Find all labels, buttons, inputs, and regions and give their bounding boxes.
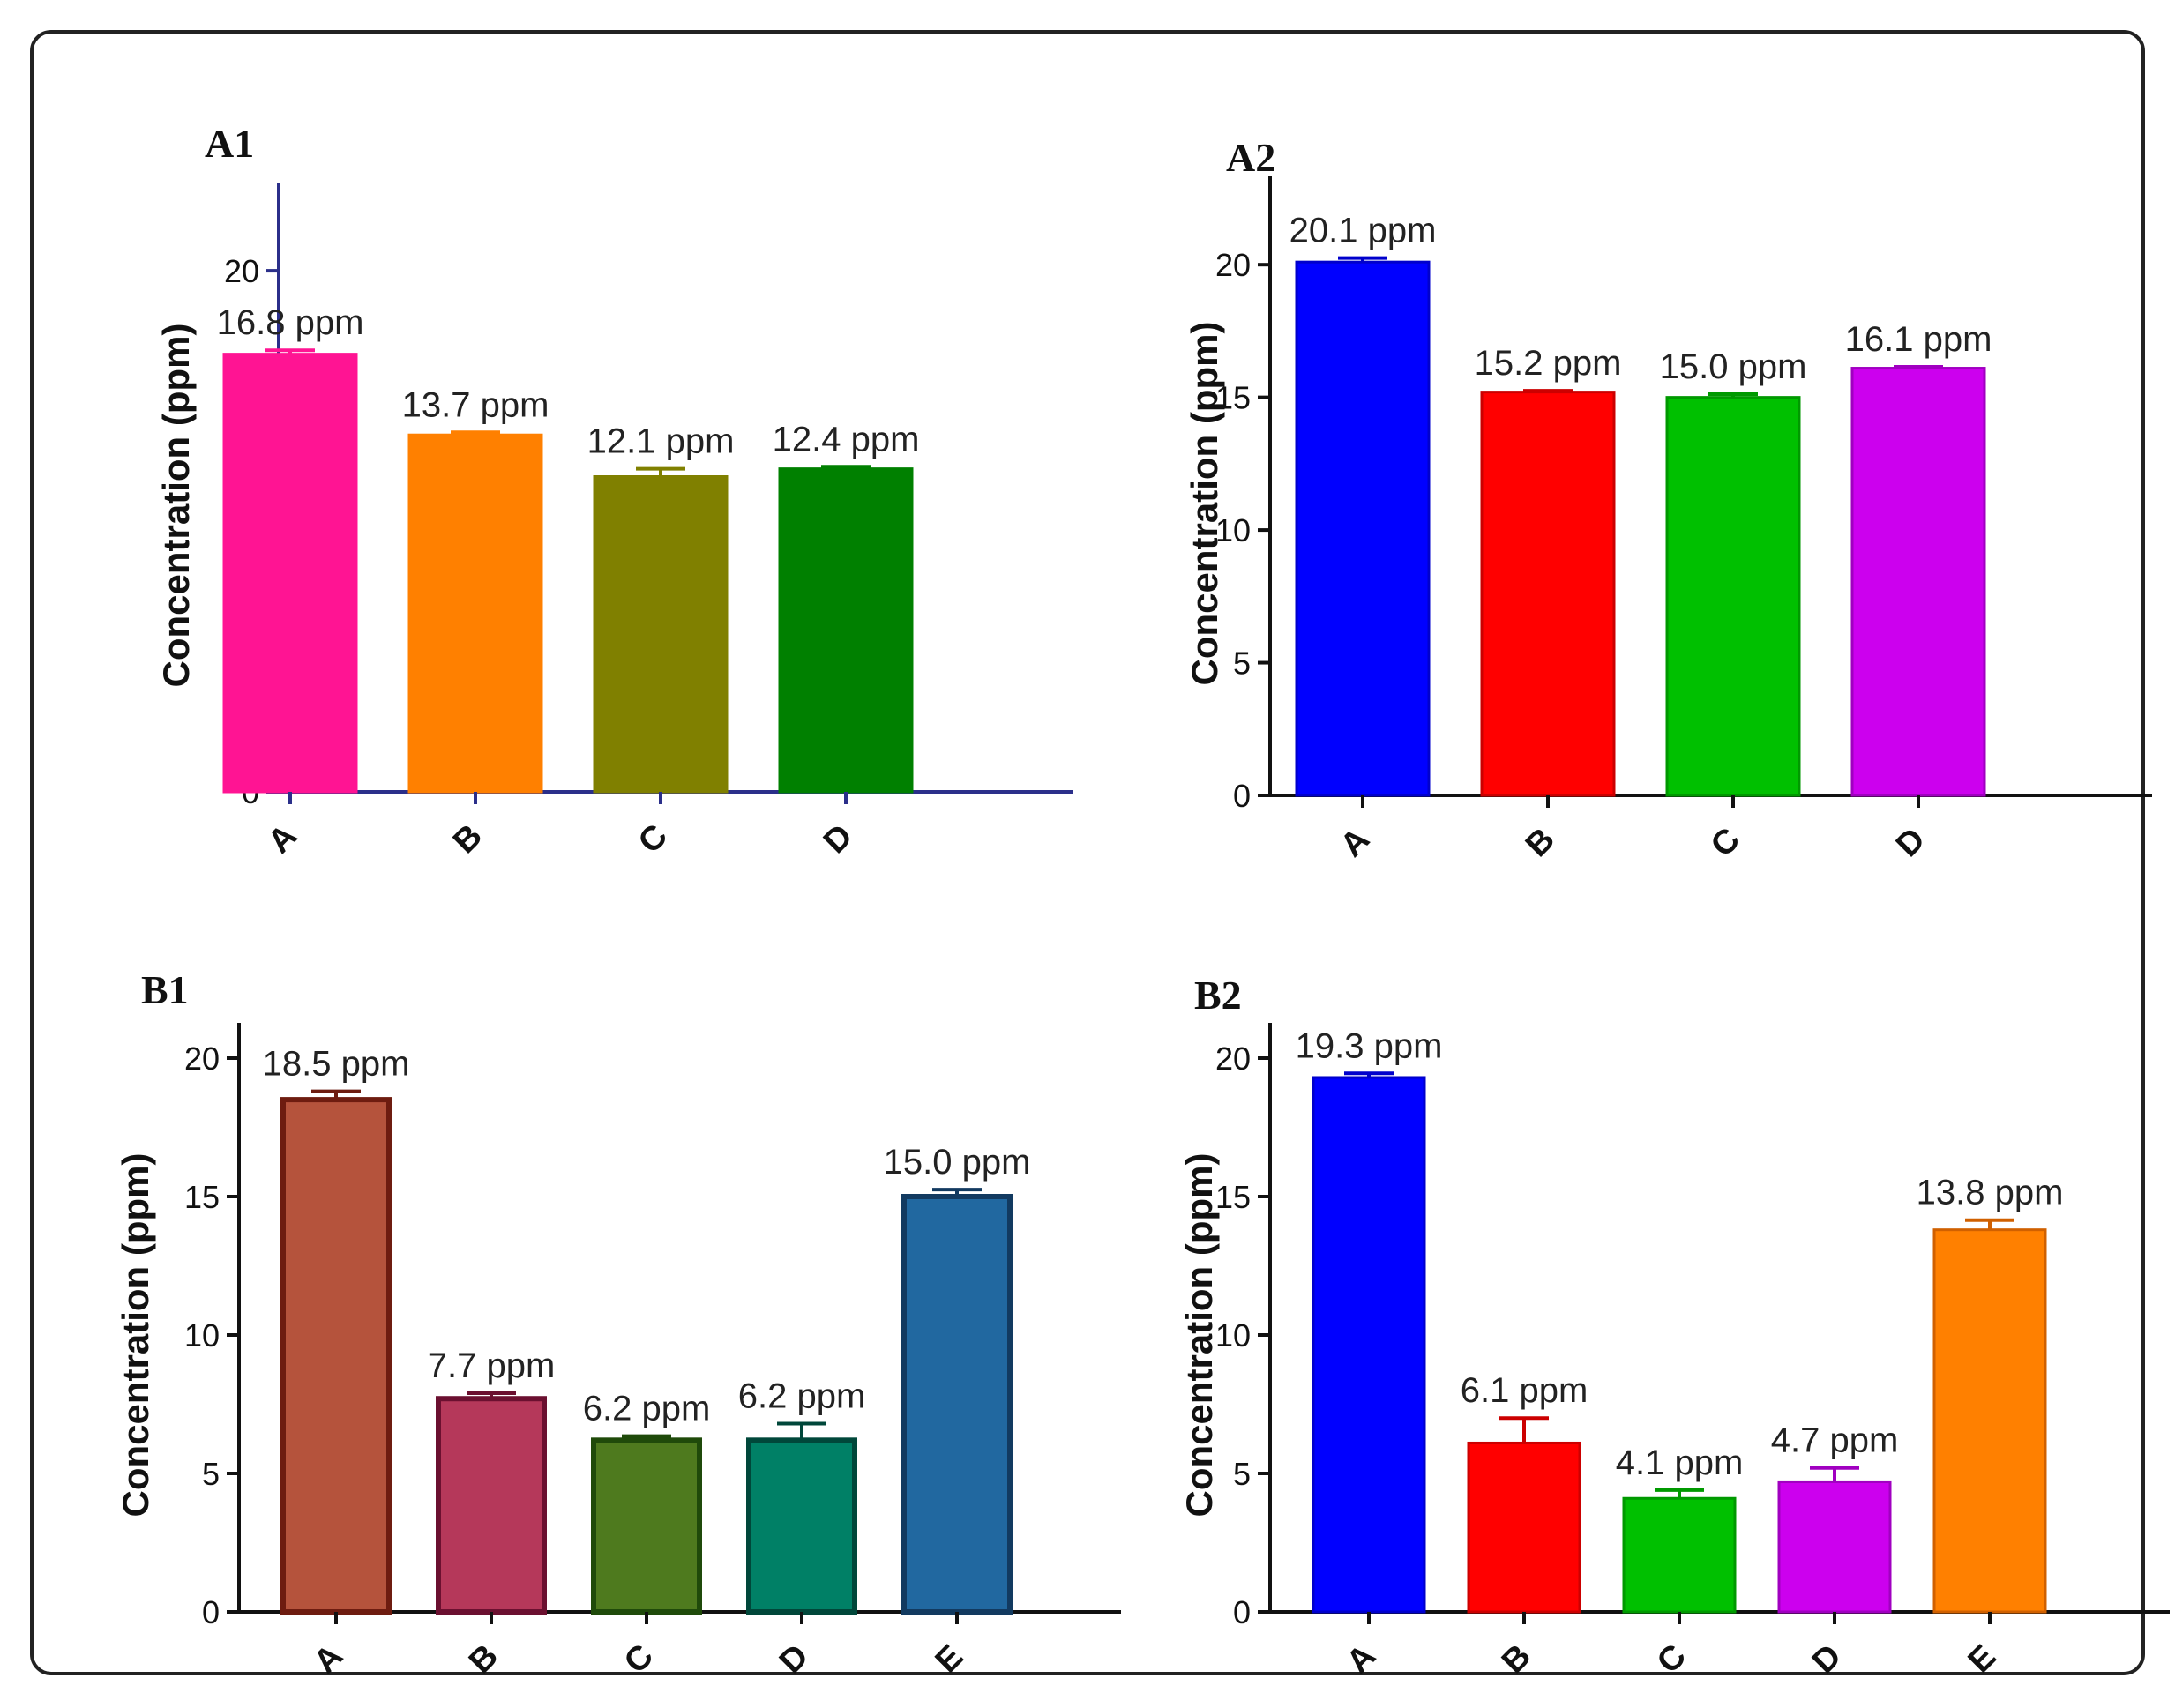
data-label-a1-1: 13.7 ppm	[402, 385, 549, 424]
y-tick-label-b1-2: 10	[184, 1317, 220, 1354]
y-tick-label-b2-4: 20	[1215, 1040, 1251, 1077]
y-tick-label-a2-0: 0	[1233, 778, 1251, 814]
bar-a1-b	[407, 433, 543, 794]
bar-b1-b	[436, 1396, 547, 1615]
data-label-b2-0: 19.3 ppm	[1296, 1026, 1443, 1065]
y-tick-label-b2-1: 5	[1233, 1456, 1251, 1492]
x-tick-label-b2-4: E	[1962, 1638, 2004, 1681]
data-label-b2-2: 4.1 ppm	[1616, 1443, 1744, 1482]
x-tick-label-a2-3: D	[1889, 821, 1932, 864]
panel-label-b1: B1	[141, 967, 189, 1012]
x-tick-label-a2-2: C	[1704, 821, 1747, 864]
x-tick-label-b2-3: D	[1805, 1637, 1849, 1681]
x-tick-label-a2-1: B	[1519, 821, 1562, 864]
y-tick-label-b1-0: 0	[202, 1594, 220, 1630]
y-tick-label-a1-4: 20	[224, 253, 259, 289]
chart-panel-b2: B2 Concentration (ppm) 0 5 10 15 20 19.3 ppm A 6.…	[1178, 973, 2170, 1681]
bar-b2-a	[1312, 1076, 1426, 1614]
data-label-b1-4: 15.0 ppm	[884, 1143, 1031, 1182]
y-tick-label-b2-3: 15	[1215, 1179, 1251, 1215]
x-tick-label-b1-2: C	[617, 1637, 661, 1681]
y-tick-label-b2-0: 0	[1233, 1594, 1251, 1630]
x-tick-label-b1-1: B	[462, 1637, 505, 1681]
x-tick-label-b2-0: A	[1340, 1637, 1383, 1681]
bar-a2-d	[1850, 367, 1986, 797]
data-label-b2-1: 6.1 ppm	[1461, 1371, 1588, 1410]
bar-a2-b	[1480, 391, 1616, 797]
data-label-a2-3: 16.1 ppm	[1845, 320, 1992, 359]
x-tick-label-a1-2: C	[632, 817, 675, 861]
data-label-a2-1: 15.2 ppm	[1475, 344, 1622, 383]
x-tick-label-b1-0: A	[307, 1637, 350, 1681]
panel-label-b2: B2	[1194, 973, 1242, 1018]
y-tick-label-a2-4: 20	[1215, 247, 1251, 283]
bar-b2-d	[1777, 1480, 1892, 1614]
data-label-b2-3: 4.7 ppm	[1771, 1421, 1899, 1460]
x-tick-label-b2-1: B	[1495, 1637, 1538, 1681]
bar-b1-c	[591, 1437, 702, 1615]
x-tick-label-b1-3: D	[773, 1637, 816, 1681]
x-tick-label-a1-0: A	[261, 817, 304, 861]
bar-a1-a	[222, 353, 358, 794]
data-label-a1-0: 16.8 ppm	[217, 303, 364, 342]
bar-b1-e	[901, 1194, 1013, 1615]
data-label-b1-3: 6.2 ppm	[738, 1376, 866, 1415]
data-label-b1-0: 18.5 ppm	[263, 1045, 410, 1084]
x-tick-label-b1-4: E	[929, 1638, 971, 1681]
data-label-b1-1: 7.7 ppm	[428, 1346, 556, 1385]
panel-label-a1: A1	[205, 121, 254, 166]
x-tick-label-a2-0: A	[1334, 821, 1377, 864]
y-axis-title-b1: Concentration (ppm)	[115, 1153, 156, 1518]
data-label-b2-4: 13.8 ppm	[1917, 1174, 2064, 1212]
y-tick-label-b1-4: 20	[184, 1040, 220, 1077]
bar-b2-c	[1622, 1496, 1737, 1614]
x-tick-label-b2-2: C	[1650, 1637, 1693, 1681]
bar-a2-c	[1665, 396, 1801, 797]
chart-panel-b1: B1 Concentration (ppm) 0 5 10 15 20 18.5 ppm A 7.…	[115, 967, 1121, 1681]
data-label-a2-0: 20.1 ppm	[1289, 212, 1437, 250]
panel-label-a2: A2	[1226, 135, 1275, 180]
data-label-a2-2: 15.0 ppm	[1660, 347, 1807, 386]
y-tick-label-b2-2: 10	[1215, 1317, 1251, 1354]
y-tick-label-b1-1: 5	[202, 1456, 220, 1492]
bar-b1-d	[746, 1437, 857, 1615]
chart-panel-a2: A2 Concentration (ppm) 0 5 10 15 20 20.1 ppm A 15…	[1184, 135, 2152, 864]
figure-frame: A1 Concentration (ppm) 0 5 10 15 20 16.8 ppm A 13…	[30, 30, 2170, 1681]
bar-b2-e	[1932, 1228, 2047, 1614]
y-tick-label-a2-1: 5	[1233, 645, 1251, 682]
y-axis-title-b2: Concentration (ppm)	[1178, 1153, 1220, 1518]
bar-b1-a	[280, 1097, 392, 1615]
bar-a1-c	[593, 475, 729, 794]
data-label-b1-2: 6.2 ppm	[583, 1390, 711, 1428]
y-tick-label-a2-3: 15	[1215, 380, 1251, 416]
y-tick-label-b1-3: 15	[184, 1179, 220, 1215]
bar-b2-b	[1467, 1441, 1581, 1614]
x-tick-label-a1-1: B	[446, 817, 490, 861]
y-axis-title-a1: Concentration (ppm)	[155, 324, 197, 688]
bar-a1-d	[778, 467, 914, 794]
bar-a2-a	[1295, 260, 1431, 797]
y-tick-label-a2-2: 10	[1215, 512, 1251, 548]
data-label-a1-3: 12.4 ppm	[773, 420, 920, 459]
y-axis-title-a2: Concentration (ppm)	[1184, 322, 1225, 686]
x-tick-label-a1-3: D	[817, 817, 860, 861]
data-label-a1-2: 12.1 ppm	[587, 422, 735, 461]
